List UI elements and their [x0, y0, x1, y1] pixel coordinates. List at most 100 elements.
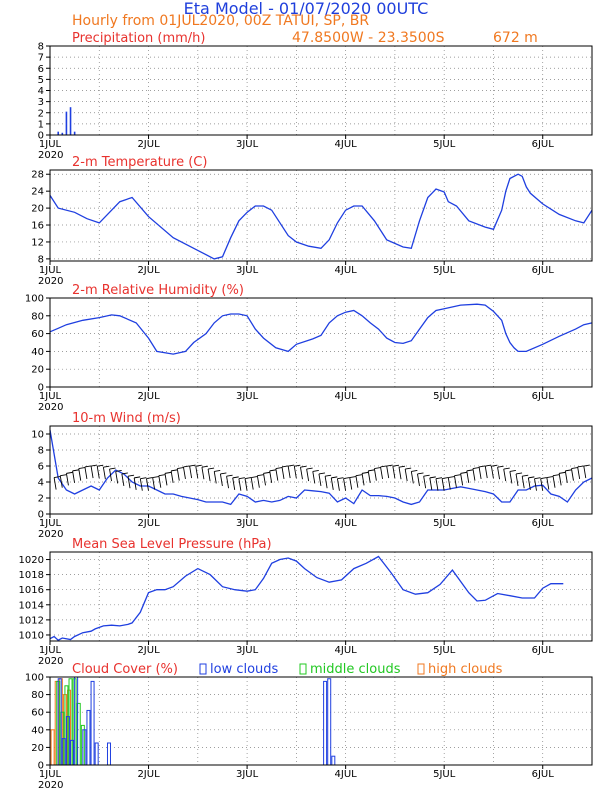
panel-wind: 0 2 4 6 8 10 1JUL 2JUL 3JUL 4JUL 5JUL 6JUL 2020 10-m … — [31, 411, 593, 540]
wind-barb-flag — [423, 474, 430, 477]
wind-barb — [238, 478, 242, 491]
wind-barb — [133, 477, 137, 490]
panel-cloud: 0 20 40 60 80 100 1JUL 2JUL 3JUL 4JUL 5JUL 6JUL 2020… — [25, 662, 593, 791]
wind-barb-flag — [349, 476, 356, 479]
y-tick-label: 100 — [25, 294, 44, 305]
y-tick-label: 20 — [31, 365, 44, 376]
y-tick-label: 40 — [31, 725, 44, 736]
wind-barb — [152, 477, 156, 490]
wind-barb — [300, 467, 303, 480]
wind-barb-flag — [127, 474, 135, 477]
wind-barb-flag — [571, 467, 578, 470]
x-tick-label: 2JUL — [137, 518, 160, 529]
wind-barb-flag — [429, 476, 436, 479]
precip-bar — [61, 132, 64, 135]
wind-barb — [207, 469, 211, 482]
y-tick-label: 1016 — [19, 585, 44, 596]
y-tick-label: 5 — [38, 75, 44, 86]
wind-barb — [96, 466, 100, 479]
wind-barb-flag — [355, 474, 362, 477]
wind-barb-flag — [103, 465, 110, 468]
wind-barb-flag — [552, 474, 560, 477]
x-tick-label: 2JUL — [137, 769, 160, 780]
wind-barb-flag — [398, 465, 406, 468]
y-tick-label: 1014 — [19, 600, 44, 611]
wind-barb — [170, 470, 174, 483]
wind-barb — [65, 473, 69, 486]
x-tick-label: 6JUL — [532, 391, 555, 402]
wind-barb-flag — [121, 472, 128, 475]
x-tick-label: 5JUL — [433, 265, 456, 276]
wind-barb — [343, 478, 347, 491]
wind-barb-flag — [294, 464, 301, 467]
y-tick-label: 8 — [38, 42, 44, 53]
wind-barb-flag — [300, 465, 307, 468]
legend-label: low clouds — [210, 662, 279, 677]
panel-frame — [49, 45, 593, 136]
precip-bar — [57, 131, 60, 135]
wind-barb-flag — [97, 464, 104, 467]
wind-barb — [324, 476, 328, 489]
wind-barb-flag — [152, 476, 159, 479]
x-year-label: 2020 — [38, 402, 63, 413]
wind-barb — [189, 466, 193, 479]
y-tick-label: 2 — [38, 108, 44, 119]
wind-barb — [478, 466, 482, 480]
wind-barb — [460, 473, 464, 486]
wind-barb-flag — [257, 474, 264, 477]
wind-barb-flag — [534, 477, 541, 480]
wind-barb — [564, 470, 568, 483]
wind-barb-flag — [201, 465, 208, 468]
wind-barb — [164, 473, 168, 486]
wind-barb-flag — [288, 464, 295, 467]
mslp-series-line — [49, 555, 564, 641]
wind-barb-flag — [522, 474, 529, 477]
y-tick-label: 4 — [38, 86, 44, 97]
precip-bar — [65, 111, 68, 135]
wind-barb-flag — [491, 464, 498, 467]
wind-barb-flag — [546, 476, 553, 479]
x-tick-label: 6JUL — [532, 645, 555, 656]
y-tick-label: 20 — [31, 743, 44, 754]
panel-title: Cloud Cover (%) — [72, 662, 178, 677]
x-tick-label: 1JUL — [39, 518, 62, 529]
wind-barb — [497, 467, 501, 480]
y-tick-label: 0 — [38, 761, 44, 772]
y-tick-label: 80 — [31, 311, 44, 322]
x-tick-label: 1JUL — [39, 769, 62, 780]
x-tick-label: 1JUL — [39, 645, 62, 656]
wind-barb-flag — [238, 477, 245, 480]
wind-barb-flag — [66, 471, 73, 474]
wind-barb — [219, 473, 223, 486]
panel-title: 2-m Relative Humidity (%) — [72, 283, 244, 298]
wind-barb-flag — [559, 471, 566, 474]
wind-barb-flag — [454, 474, 461, 477]
wind-barb — [102, 467, 106, 480]
wind-barb — [503, 469, 507, 482]
wind-barb — [398, 467, 402, 480]
wind-barb-flag — [72, 469, 79, 472]
y-tick-label: 10 — [31, 430, 44, 441]
wind-barb-flag — [226, 474, 233, 477]
wind-barb — [484, 466, 488, 479]
x-tick-label: 5JUL — [433, 139, 456, 150]
wind-barb — [355, 475, 359, 488]
x-year-label: 2020 — [38, 529, 63, 540]
cloud-legend: low clouds middle clouds high clouds — [199, 662, 503, 677]
legend-swatch — [417, 663, 425, 675]
wind-barb — [546, 477, 550, 490]
panel-mslp: 1010 1012 1014 1016 1018 1020 1JUL 2JUL 3JUL 4JUL… — [19, 537, 593, 667]
x-tick-label: 4JUL — [335, 391, 358, 402]
wind-barb — [577, 466, 581, 480]
panel-frame — [49, 169, 593, 262]
wind-barb — [183, 466, 186, 480]
wind-barb-flag — [577, 465, 584, 468]
wind-barb-flag — [331, 476, 338, 479]
y-tick-label: 60 — [31, 329, 44, 340]
legend-label: high clouds — [428, 662, 503, 677]
wind-barb — [392, 466, 396, 479]
wind-barb — [269, 470, 273, 483]
y-tick-label: 100 — [25, 673, 44, 684]
